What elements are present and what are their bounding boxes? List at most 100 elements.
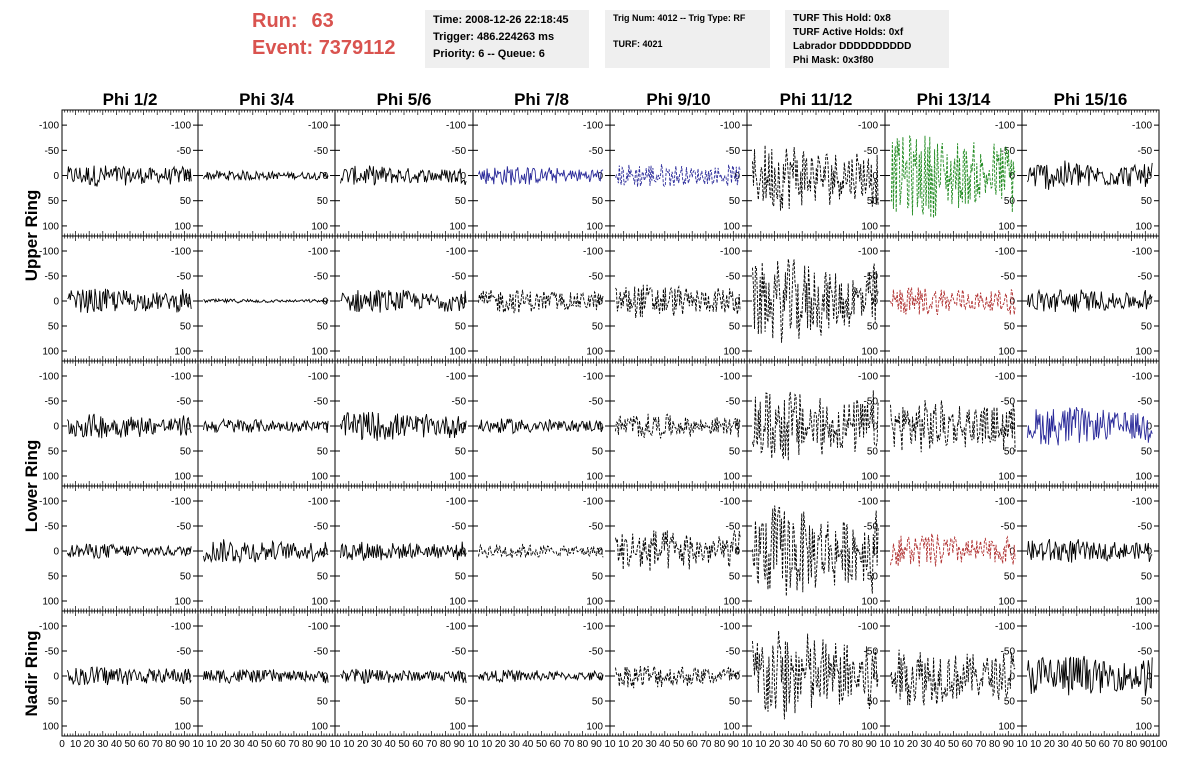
y-tick-label: 0 — [1146, 297, 1152, 308]
y-tick-label: -50 — [1138, 272, 1153, 283]
column-title: Phi 1/2 — [103, 90, 158, 109]
y-tick-label: 100 — [311, 472, 328, 483]
y-tick-label: 100 — [586, 347, 603, 358]
y-tick-label: 100 — [998, 722, 1015, 733]
x-tick-label: 80 — [165, 739, 177, 750]
y-tick-label: 100 — [723, 472, 740, 483]
x-tick-label: 10 — [192, 739, 204, 750]
y-tick-label: 50 — [729, 196, 741, 207]
waveform-trace — [203, 297, 329, 304]
y-tick-label: -50 — [314, 522, 329, 533]
waveform-trace — [478, 166, 604, 186]
y-tick-label: 50 — [1141, 572, 1153, 583]
x-tick-label: 50 — [1085, 739, 1097, 750]
x-tick-label: 30 — [783, 739, 795, 750]
column-title: Phi 13/14 — [917, 90, 991, 109]
y-tick-label: 50 — [180, 196, 192, 207]
y-tick-label: 100 — [1135, 597, 1152, 608]
x-tick-label: 70 — [288, 739, 300, 750]
y-tick-label: -100 — [171, 372, 191, 383]
y-tick-label: -50 — [1138, 397, 1153, 408]
y-tick-label: 0 — [322, 672, 328, 683]
x-tick-label: 10 — [343, 739, 355, 750]
x-tick-label: 80 — [714, 739, 726, 750]
y-tick-label: 0 — [185, 547, 191, 558]
y-tick-label: -50 — [314, 397, 329, 408]
y-tick-label: -50 — [452, 146, 467, 157]
x-tick-label: 20 — [769, 739, 781, 750]
y-tick-label: -100 — [308, 121, 328, 132]
column-title: Phi 7/8 — [514, 90, 569, 109]
y-tick-label: -100 — [858, 247, 878, 258]
y-tick-label: 100 — [998, 221, 1015, 232]
y-tick-label: -50 — [864, 146, 879, 157]
y-tick-label: 100 — [449, 221, 466, 232]
waveform-trace — [1027, 160, 1153, 190]
x-tick-label: 90 — [866, 739, 878, 750]
x-tick-label: 60 — [138, 739, 150, 750]
y-tick-label: 100 — [998, 597, 1015, 608]
y-tick-label: 100 — [42, 221, 59, 232]
turf-active-holds-text: TURF Active Holds: 0xf — [793, 27, 904, 38]
y-tick-label: 100 — [42, 472, 59, 483]
waveform-trace — [615, 413, 741, 439]
x-tick-label: 30 — [371, 739, 383, 750]
x-tick-label: 40 — [934, 739, 946, 750]
event-line: Event: 7379112 — [252, 35, 395, 62]
y-tick-label: -100 — [446, 247, 466, 258]
x-tick-label: 90 — [454, 739, 466, 750]
y-tick-label: -100 — [720, 372, 740, 383]
y-tick-label: 50 — [48, 697, 60, 708]
y-tick-label: 100 — [586, 597, 603, 608]
y-tick-label: 100 — [998, 472, 1015, 483]
y-tick-label: -100 — [583, 372, 603, 383]
y-tick-label: -100 — [446, 622, 466, 633]
x-tick-label: 0 — [59, 739, 65, 750]
y-tick-label: 50 — [48, 322, 60, 333]
y-tick-label: -100 — [583, 121, 603, 132]
y-tick-label: 0 — [460, 672, 466, 683]
y-tick-label: 100 — [1135, 472, 1152, 483]
x-tick-label: 50 — [261, 739, 273, 750]
y-tick-label: -50 — [1001, 146, 1016, 157]
y-tick-label: -50 — [864, 522, 879, 533]
waveform-trace — [203, 539, 329, 564]
y-tick-label: 50 — [1004, 447, 1016, 458]
event-label: Event: — [252, 37, 314, 59]
y-tick-label: 50 — [592, 572, 604, 583]
waveform-trace — [752, 258, 879, 343]
trig-info-box: Trig Num: 4012 -- Trig Type: RF TURF: 40… — [605, 10, 770, 68]
y-tick-label: 50 — [180, 572, 192, 583]
x-tick-label: 90 — [1140, 739, 1152, 750]
y-tick-label: 100 — [449, 347, 466, 358]
y-tick-label: -50 — [177, 647, 192, 658]
waveform-trace — [1027, 288, 1153, 313]
y-tick-label: -100 — [720, 497, 740, 508]
y-tick-label: 100 — [42, 347, 59, 358]
y-tick-label: -50 — [589, 272, 604, 283]
priority-queue-text: Priority: 6 -- Queue: 6 — [433, 48, 545, 60]
column-title: Phi 3/4 — [239, 90, 294, 109]
x-tick-label: 20 — [357, 739, 369, 750]
x-tick-label: 20 — [1044, 739, 1056, 750]
y-tick-label: -50 — [726, 146, 741, 157]
x-tick-label: 80 — [577, 739, 589, 750]
y-tick-label: 100 — [449, 597, 466, 608]
x-tick-label: 70 — [426, 739, 438, 750]
y-tick-label: 0 — [734, 422, 740, 433]
y-tick-label: -50 — [589, 397, 604, 408]
row-label: Upper Ring — [22, 190, 41, 282]
y-tick-label: 100 — [1135, 221, 1152, 232]
waveform-trace — [890, 533, 1016, 567]
y-tick-label: 50 — [592, 697, 604, 708]
y-tick-label: 100 — [861, 472, 878, 483]
x-tick-label: 10 — [1030, 739, 1042, 750]
y-tick-label: -100 — [171, 121, 191, 132]
x-tick-label: 50 — [948, 739, 960, 750]
y-tick-label: -50 — [1001, 272, 1016, 283]
y-tick-label: -100 — [583, 622, 603, 633]
y-tick-label: 0 — [1146, 171, 1152, 182]
y-tick-label: 0 — [872, 672, 878, 683]
y-tick-label: 50 — [317, 196, 329, 207]
waveform-trace — [203, 417, 329, 434]
